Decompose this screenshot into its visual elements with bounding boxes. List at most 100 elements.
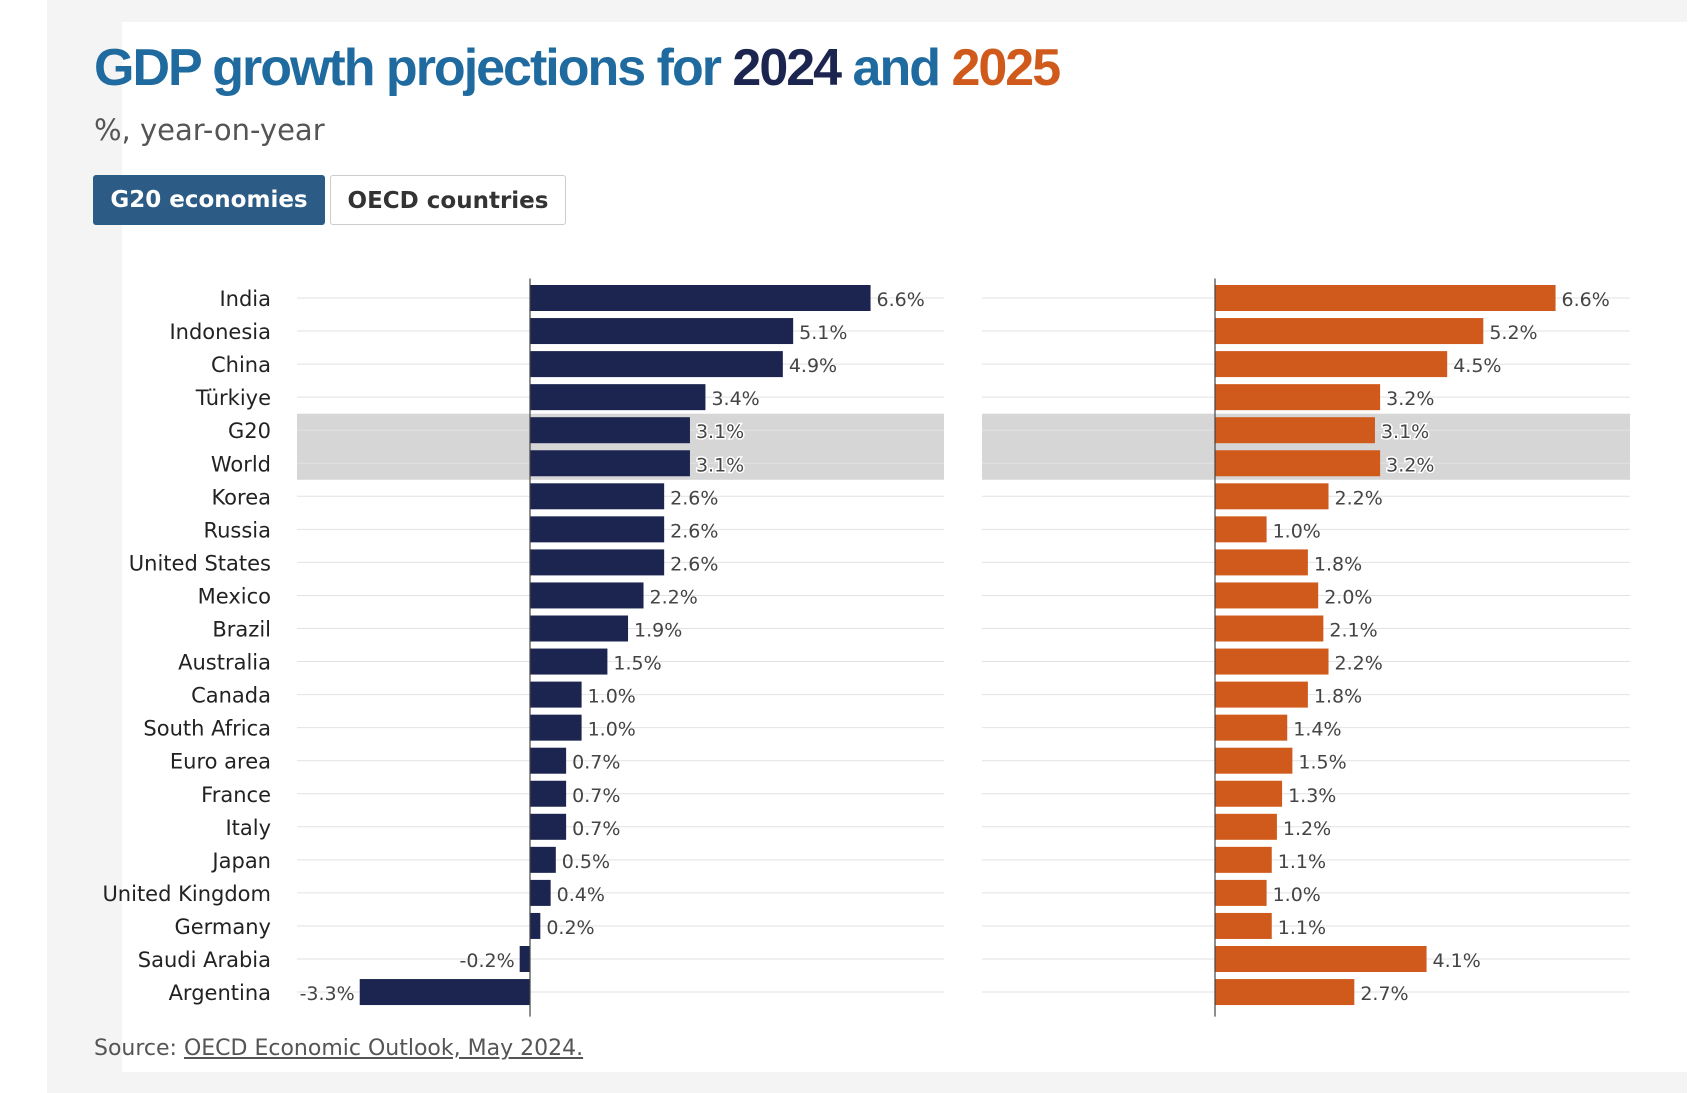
data-label-2025: 1.8%: [1314, 686, 1362, 708]
source-link[interactable]: OECD Economic Outlook, May 2024.: [183, 1036, 584, 1061]
data-label-2024: 3.1%: [696, 454, 744, 476]
data-label-2025: 1.5%: [1298, 752, 1346, 774]
bar-2024: [530, 615, 629, 642]
data-label-2025: 3.1%: [1381, 421, 1429, 443]
category-label: Korea: [211, 485, 271, 509]
bar-2025: [1215, 384, 1381, 411]
category-label: Canada: [191, 684, 271, 708]
data-label-2025: 5.2%: [1489, 322, 1537, 344]
data-label-2025: 1.1%: [1278, 917, 1326, 939]
data-label-2024: 3.1%: [696, 421, 744, 443]
data-label-2025: 4.5%: [1453, 355, 1501, 377]
category-label: United States: [129, 551, 271, 575]
bar-2024: [530, 681, 582, 708]
data-label-2025: 2.0%: [1324, 586, 1372, 608]
category-label: Italy: [225, 816, 271, 840]
data-label-2025: 1.2%: [1283, 818, 1331, 840]
bar-2024: [530, 285, 871, 311]
data-label-2025: 1.1%: [1278, 851, 1326, 873]
bar-2025: [1215, 780, 1283, 807]
category-label: Euro area: [170, 750, 271, 774]
bar-2025: [1215, 879, 1267, 906]
category-label: Türkiye: [195, 386, 271, 410]
tab-oecd-countries[interactable]: OECD countries: [330, 175, 566, 225]
category-label: Saudi Arabia: [138, 948, 271, 972]
category-label: Australia: [178, 651, 271, 675]
bar-2024: [530, 747, 567, 774]
bar-2025: [1215, 516, 1267, 543]
bar-2024: [530, 813, 567, 840]
data-label-2025: 1.0%: [1273, 884, 1321, 906]
bar-2024: [530, 549, 665, 576]
data-label-2024: 2.6%: [670, 553, 718, 575]
data-label-2025: 4.1%: [1433, 950, 1481, 972]
bar-2024: [530, 648, 608, 675]
data-label-2024: -3.3%: [300, 983, 355, 1005]
bar-2024: [359, 979, 530, 1006]
category-label: Mexico: [198, 584, 271, 608]
title-year-2025: 2025: [951, 39, 1061, 97]
data-label-2024: 1.9%: [634, 620, 682, 642]
data-label-2024: 2.2%: [650, 586, 698, 608]
data-label-2025: 1.3%: [1288, 785, 1336, 807]
bar-2024: [530, 483, 665, 510]
data-label-2025: 6.6%: [1562, 289, 1610, 311]
data-label-2025: 2.2%: [1335, 487, 1383, 509]
category-label: G20: [228, 419, 271, 443]
category-label: United Kingdom: [102, 882, 271, 906]
data-label-2024: 1.0%: [588, 719, 636, 741]
data-label-2025: 3.2%: [1386, 454, 1434, 476]
data-label-2024: 0.7%: [572, 785, 620, 807]
data-label-2025: 3.2%: [1386, 388, 1434, 410]
title-year-2024: 2024: [732, 39, 842, 97]
data-label-2024: 3.4%: [711, 388, 759, 410]
bar-2025: [1215, 681, 1308, 708]
category-label: World: [211, 452, 271, 476]
bar-2024: [530, 879, 551, 906]
data-label-2024: -0.2%: [460, 950, 515, 972]
data-label-2025: 2.2%: [1335, 653, 1383, 675]
data-label-2024: 0.5%: [562, 851, 610, 873]
bar-2025: [1215, 912, 1272, 939]
category-label: Japan: [210, 849, 271, 873]
data-label-2024: 1.0%: [588, 686, 636, 708]
category-label: Argentina: [169, 981, 271, 1005]
source-note: Source: OECD Economic Outlook, May 2024.: [94, 1036, 583, 1061]
bar-2025: [1215, 285, 1556, 311]
data-label-2024: 0.4%: [557, 884, 605, 906]
bar-2025: [1215, 417, 1375, 444]
category-label: South Africa: [143, 717, 271, 741]
bar-2024: [519, 946, 530, 972]
bar-2025: [1215, 582, 1319, 609]
data-label-2025: 2.1%: [1329, 620, 1377, 642]
data-label-2025: 1.0%: [1273, 520, 1321, 542]
bar-2025: [1215, 846, 1272, 873]
category-label: Russia: [203, 518, 271, 542]
bar-2025: [1215, 648, 1329, 675]
bar-2025: [1215, 483, 1329, 510]
category-label: Brazil: [212, 618, 271, 642]
category-label: China: [211, 353, 271, 377]
data-label-2025: 1.8%: [1314, 553, 1362, 575]
bar-2024: [530, 417, 690, 444]
bar-2025: [1215, 450, 1381, 477]
bar-2025: [1215, 714, 1288, 741]
bar-2025: [1215, 813, 1277, 840]
data-label-2024: 0.2%: [546, 917, 594, 939]
data-label-2024: 4.9%: [789, 355, 837, 377]
bar-2024: [530, 318, 794, 345]
source-prefix: Source:: [94, 1036, 184, 1061]
bar-2024: [530, 780, 567, 807]
category-label: Germany: [174, 915, 271, 939]
title-joiner: and: [840, 39, 952, 97]
data-label-2025: 1.4%: [1293, 719, 1341, 741]
data-label-2024: 0.7%: [572, 818, 620, 840]
data-label-2025: 2.7%: [1360, 983, 1408, 1005]
data-label-2024: 2.6%: [670, 487, 718, 509]
tab-g20-economies[interactable]: G20 economies: [93, 175, 325, 225]
bar-2025: [1215, 747, 1293, 774]
bar-2025: [1215, 979, 1355, 1006]
bar-2024: [530, 714, 582, 741]
data-label-2024: 2.6%: [670, 520, 718, 542]
